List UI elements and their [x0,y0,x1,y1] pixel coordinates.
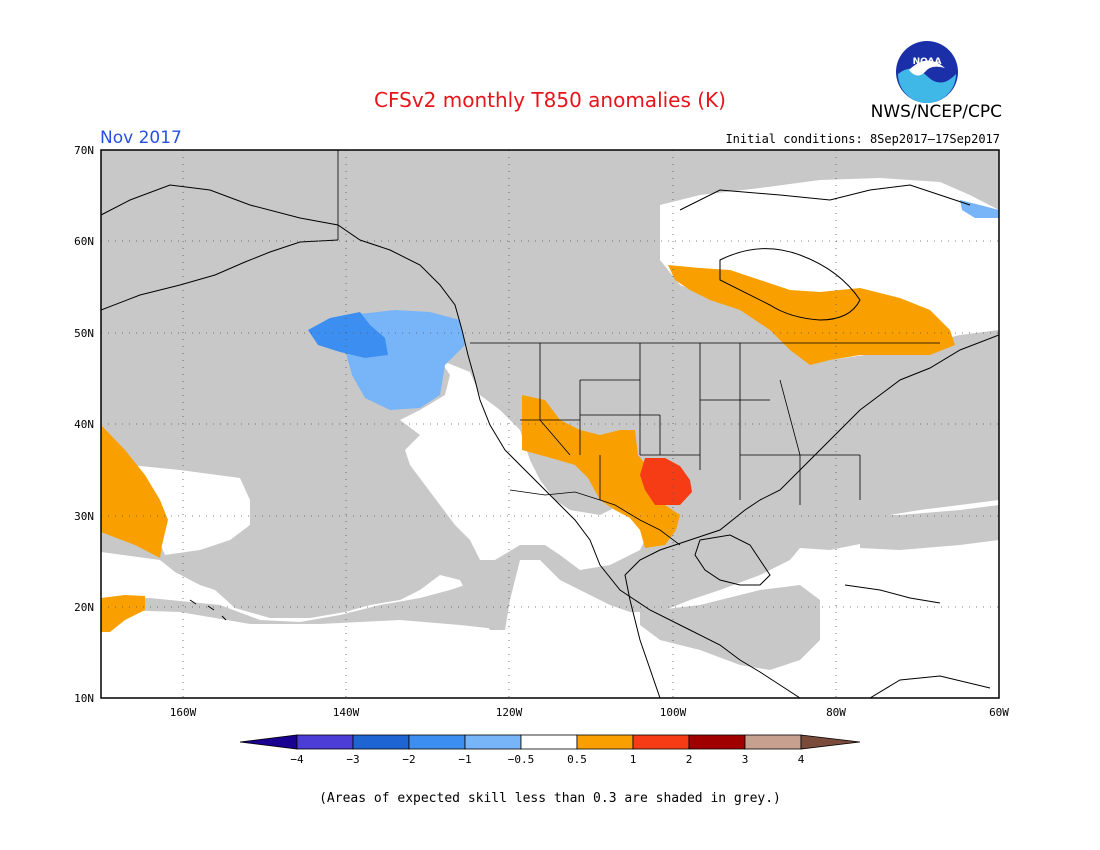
lat-label: 30N [74,510,94,523]
colorbar-label: 0.5 [567,753,587,766]
noaa-logo: NOAA [896,41,958,103]
lon-label: 140W [333,706,360,719]
colorbar-swatch [688,734,746,750]
colorbar-label: −1 [458,753,471,766]
colorbar-arrow-high [800,734,861,750]
colorbar-label: −3 [346,753,359,766]
lon-label: 100W [660,706,687,719]
lat-label: 20N [74,601,94,614]
colorbar-swatch [520,734,578,750]
lon-label: 160W [170,706,197,719]
lat-label: 70N [74,144,94,157]
lon-label: 80W [826,706,846,719]
colorbar-label: −4 [290,753,304,766]
lat-label: 40N [74,418,94,431]
lat-label: 10N [74,692,94,705]
colorbar [239,734,861,750]
lon-label: 120W [496,706,523,719]
footnote: (Areas of expected skill less than 0.3 a… [319,791,781,806]
lat-label: 60N [74,235,94,248]
colorbar-swatch [464,734,522,750]
chart-title: CFSv2 monthly T850 anomalies (K) [374,88,726,112]
anomaly-minus2-region [308,312,388,358]
plot-frame [100,149,1000,699]
colorbar-swatch [576,734,634,750]
colorbar-swatch [352,734,410,750]
neutral-areas [130,178,999,570]
coastlines [101,184,999,698]
colorbar-label: 4 [798,753,805,766]
colorbar-swatch [632,734,690,750]
colorbar-arrow-low [239,734,298,750]
anomaly-plus1-region [640,458,692,505]
colorbar-label: 2 [686,753,693,766]
political-borders [337,150,940,546]
colorbar-label: 1 [630,753,637,766]
colorbar-label: −2 [402,753,415,766]
svg-text:NOAA: NOAA [913,57,942,67]
forecast-month: Nov 2017 [100,128,182,148]
graticule [101,150,999,698]
colorbar-label: 3 [742,753,749,766]
initial-conditions: Initial conditions: 8Sep2017–17Sep2017 [725,132,1000,146]
low-skill-shading [101,150,999,670]
lat-label: 50N [74,327,94,340]
colorbar-swatch [408,734,466,750]
lon-label: 60W [989,706,1009,719]
colorbar-label: −0.5 [508,753,535,766]
agency-label: NWS/NCEP/CPC [870,102,1002,122]
colorbar-swatch [744,734,802,750]
colorbar-swatch [296,734,354,750]
